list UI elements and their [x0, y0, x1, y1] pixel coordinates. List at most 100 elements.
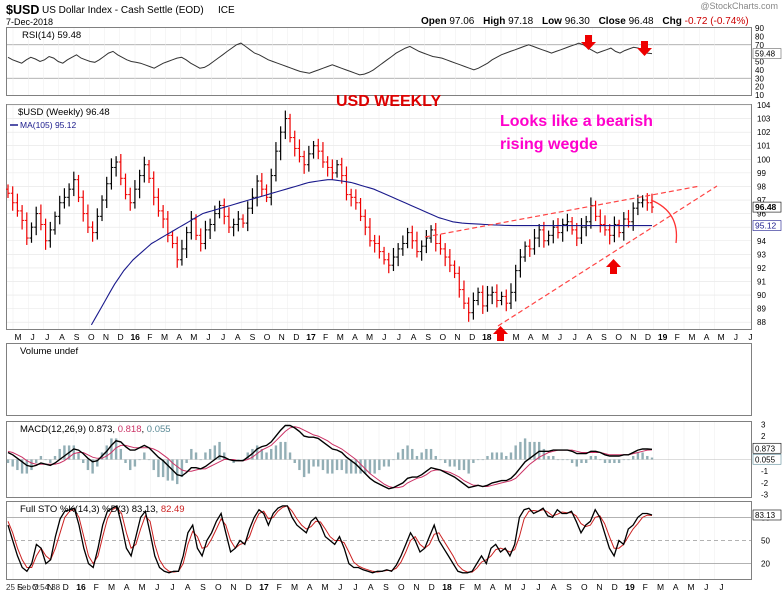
price-x-axis-label: J: [748, 332, 752, 342]
macd-histogram-bar: [335, 459, 339, 471]
price-x-axis-label: A: [235, 332, 241, 342]
price-x-axis-label: A: [352, 332, 358, 342]
macd-histogram-bar: [443, 459, 447, 464]
macd-histogram-bar: [77, 452, 80, 460]
price-bar: [71, 171, 76, 197]
macd-histogram-bar: [312, 459, 315, 467]
x-axis-label: M: [657, 582, 664, 592]
price-bar: [377, 235, 382, 259]
gridlines: [7, 28, 751, 579]
price-bar: [565, 213, 570, 232]
price-x-axis-label: D: [293, 332, 299, 342]
price-bar: [429, 225, 434, 243]
x-axis-label: J: [338, 582, 342, 592]
macd-histogram-bar: [613, 459, 616, 464]
macd-histogram-bar: [415, 455, 419, 460]
price-bar: [222, 198, 227, 225]
macd-histogram-bar: [472, 459, 475, 464]
price-bar: [43, 218, 48, 250]
panel-titles: RSI(14) 59.48 $USD (Weekly) 96.48 MA(105…: [6, 30, 185, 592]
macd-histogram-bar: [119, 448, 123, 460]
price-bar: [297, 139, 302, 163]
macd-histogram-bar: [354, 459, 358, 474]
price-bar: [358, 197, 363, 222]
macd-histogram-bar: [63, 445, 66, 460]
symbol-label: $USD: [6, 3, 39, 17]
price-bar: [607, 224, 612, 245]
price-bar: [62, 188, 67, 209]
macd-current-value: 0.873: [755, 444, 776, 453]
panel-frames: [6, 27, 752, 580]
up-arrow-low: [493, 326, 508, 341]
macd-histogram-bar: [86, 459, 90, 471]
footer-date: 25 Feb Y:54.38: [6, 583, 61, 592]
rsi-panel: [6, 27, 752, 96]
price-x-axis-label: F: [147, 332, 152, 342]
price-bar: [363, 209, 368, 236]
price-bar: [114, 156, 119, 177]
macd-histogram-bar: [223, 452, 226, 460]
price-bar: [367, 218, 372, 247]
macd-histogram-bar: [255, 445, 259, 460]
price-bar: [414, 231, 419, 258]
price-bar: [231, 218, 236, 237]
x-axis-label: F: [460, 582, 465, 592]
macd-histogram-bar: [16, 459, 19, 471]
price-bar: [29, 222, 34, 243]
price-bar: [640, 195, 645, 208]
price-bar: [626, 209, 631, 228]
rsi-y-tick: 50: [755, 58, 764, 67]
price-bar: [76, 174, 81, 203]
price-bar: [142, 156, 147, 183]
price-x-axis-label: 19: [658, 332, 668, 342]
macd-histogram-bar: [114, 438, 118, 460]
macd-histogram-bar: [500, 452, 503, 460]
price-bar: [386, 252, 391, 274]
macd-histogram-bar: [288, 452, 292, 460]
rsi-current-value: 59.48: [755, 50, 776, 59]
macd-histogram-bar: [528, 441, 531, 460]
rsi-y-tick: 10: [755, 91, 764, 100]
macd-histogram-bar: [133, 459, 137, 467]
macd-histogram-bar: [650, 457, 654, 460]
x-axis-label: J: [170, 582, 174, 592]
price-value-box: [752, 201, 782, 213]
macd-panel: [6, 421, 752, 498]
macd-histogram-bar: [523, 438, 527, 460]
macd-histogram-bar: [218, 441, 221, 460]
x-axis-label: F: [277, 582, 282, 592]
macd-histogram-bar: [368, 459, 372, 474]
x-axis-label: A: [368, 582, 374, 592]
price-bar: [476, 287, 481, 306]
macd-histogram-bar: [246, 452, 249, 460]
price-x-axis-label: D: [469, 332, 475, 342]
macd-histogram-bar: [138, 459, 141, 461]
price-bar: [109, 158, 114, 190]
x-axis-label: 19: [625, 582, 635, 592]
macd-histogram-bar: [631, 455, 635, 460]
sto-value-box: [752, 509, 782, 521]
x-axis-label: J: [521, 582, 525, 592]
price-bar: [184, 226, 189, 258]
price-bar: [400, 235, 405, 256]
price-bar: [245, 201, 250, 232]
x-axis-label: J: [155, 582, 159, 592]
price-bar: [490, 286, 495, 305]
price-bar: [480, 285, 485, 314]
macd-histogram-bar: [584, 459, 588, 464]
macd-histogram-bar: [279, 441, 282, 460]
price-bar: [504, 289, 509, 312]
price-bar: [264, 184, 269, 203]
macd-histogram-bar: [293, 459, 296, 464]
price-x-axis-label: J: [734, 332, 738, 342]
macd-histogram-bar: [72, 445, 76, 460]
price-x-axis-label: M: [190, 332, 197, 342]
price-bar: [551, 220, 556, 244]
x-axis-label: S: [17, 582, 23, 592]
annotation-note-line1: Looks like a bearish: [500, 113, 653, 130]
price-x-axis-label: D: [117, 332, 123, 342]
macd-histogram-bar: [453, 459, 456, 467]
macd-histogram-bar: [208, 448, 212, 460]
price-x-axis-label: 17: [306, 332, 316, 342]
ma-value-box: [752, 220, 782, 231]
